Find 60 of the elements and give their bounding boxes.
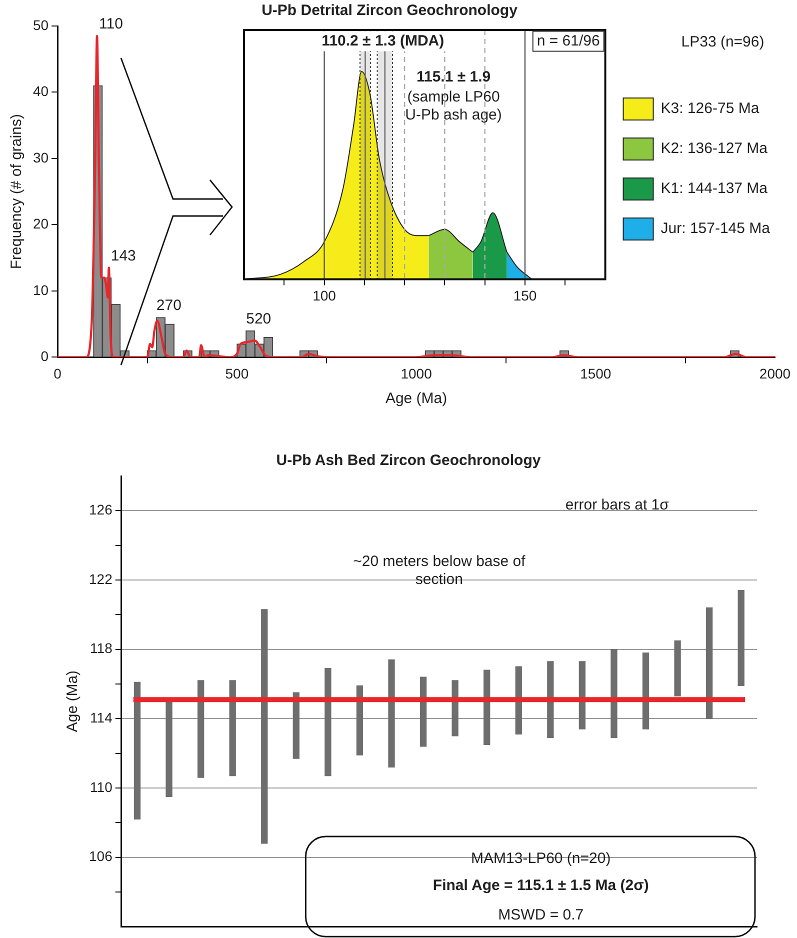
annotation: (sample LP60 U-Pb ash age) (405, 88, 502, 124)
x-tick-label: 100 (312, 287, 336, 304)
annotation: error bars at 1σ (565, 496, 670, 514)
x-tick-label: 2000 (759, 365, 791, 382)
annotation: 115.1 ± 1.9 (416, 68, 491, 86)
bar (674, 640, 681, 696)
bar (452, 680, 458, 736)
x-tick-label: 1500 (580, 365, 612, 382)
y-tick-label: 50 (32, 16, 49, 33)
bar (134, 682, 141, 820)
x-tick-label: 1000 (400, 365, 432, 382)
y-tick-label: 114 (90, 709, 113, 726)
bar (197, 680, 204, 778)
annotation: MSWD = 0.7 (498, 906, 584, 924)
x-axis-title: Age (Ma) (385, 390, 448, 408)
bar (229, 680, 236, 776)
y-tick-label: 30 (32, 149, 49, 166)
bar (292, 692, 300, 759)
bar (356, 685, 364, 756)
annotation: Final Age = 115.1 ± 1.5 Ma (2σ) (432, 877, 649, 894)
chart-title: U-Pb Detrital Zircon Geochronology (262, 2, 518, 20)
bar (515, 666, 522, 735)
y-tick-label: 20 (32, 216, 49, 232)
annotation: n = 61/96 (536, 32, 600, 50)
y-tick-label: 40 (32, 83, 49, 100)
x-tick-label: 500 (225, 365, 249, 382)
y-tick-label: 126 (89, 502, 113, 518)
bar (706, 607, 713, 719)
y-tick-label: 0 (40, 348, 49, 364)
legend-label: Jur: 157-145 Ma (660, 220, 771, 238)
bar (610, 648, 618, 738)
y-tick-label: 110 (90, 778, 113, 795)
annotation: MAM13-LP60 (n=20) (471, 850, 611, 868)
x-tick-label: 150 (513, 287, 537, 304)
bar (738, 590, 744, 686)
y-tick-label: 122 (89, 570, 113, 587)
bar (578, 661, 586, 730)
bar (642, 652, 650, 730)
legend-label: K1: 144-137 Ma (660, 180, 768, 198)
annotation: 270 (156, 297, 182, 314)
bar (547, 661, 554, 738)
legend-label: K2: 136-127 Ma (660, 140, 768, 158)
bar (420, 676, 427, 747)
y-axis-title: Age (Ma) (64, 670, 82, 732)
legend-label: K3: 126-75 Ma (660, 100, 760, 118)
bar (388, 659, 395, 768)
bar (484, 670, 490, 745)
chart-title: U-Pb Ash Bed Zircon Geochronology (276, 452, 542, 470)
bar (324, 668, 332, 776)
annotation: 110.2 ± 1.3 (MDA) (322, 32, 444, 50)
annotation: ~20 meters below base of section (353, 552, 526, 588)
annotation: 143 (110, 247, 136, 264)
y-tick-label: 10 (32, 282, 49, 298)
y-tick-label: 118 (90, 640, 113, 656)
annotation: LP33 (n=96) (681, 34, 764, 51)
annotation: 520 (246, 310, 272, 328)
x-tick-label: 0 (54, 365, 62, 382)
y-axis-title: Frequency (# of grains) (8, 114, 26, 270)
y-tick-label: 106 (89, 848, 113, 864)
bar (261, 609, 268, 844)
